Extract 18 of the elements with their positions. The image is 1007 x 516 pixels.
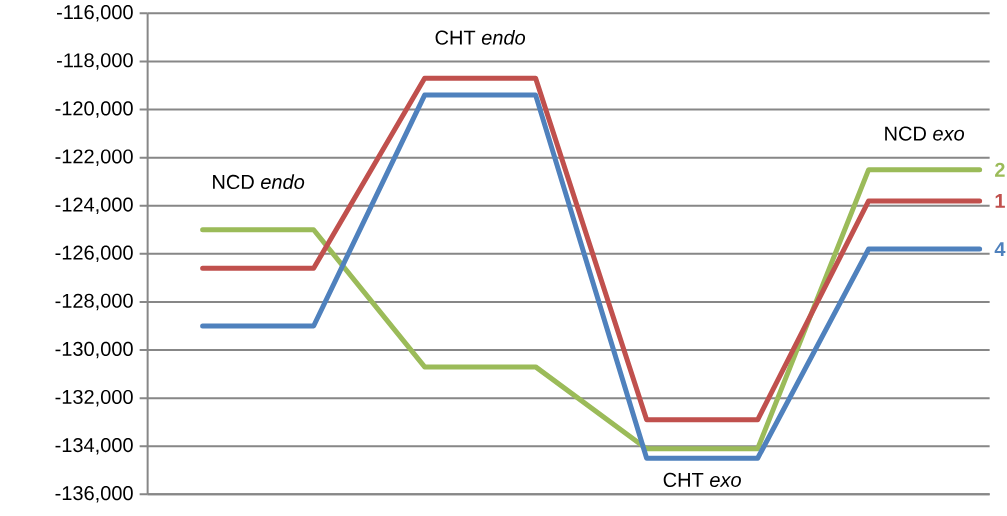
series-label: 1 [995, 194, 1005, 208]
y-tick-label: -118,000 [57, 53, 133, 70]
y-tick-label: -136,000 [55, 486, 133, 503]
annotation: NCD exo [885, 126, 965, 141]
y-tick-label: -120,000 [55, 101, 133, 118]
y-tick-label: -124,000 [55, 197, 133, 214]
y-tick-label: -132,000 [55, 389, 133, 407]
series-label: 4 [994, 242, 1006, 256]
y-tick-label: -134,000 [55, 437, 133, 455]
annotation: CHT exo [663, 472, 741, 487]
y-tick-label: -116,000 [57, 5, 133, 22]
y-tick-label: -126,000 [55, 245, 133, 263]
y-tick-label: -130,000 [55, 341, 133, 359]
y-tick-label: -122,000 [55, 149, 133, 166]
annotation: NCD endo [213, 174, 305, 190]
y-tick-label: -128,000 [55, 293, 133, 311]
series-label: 2 [995, 162, 1005, 177]
annotation: CHT endo [435, 30, 526, 45]
